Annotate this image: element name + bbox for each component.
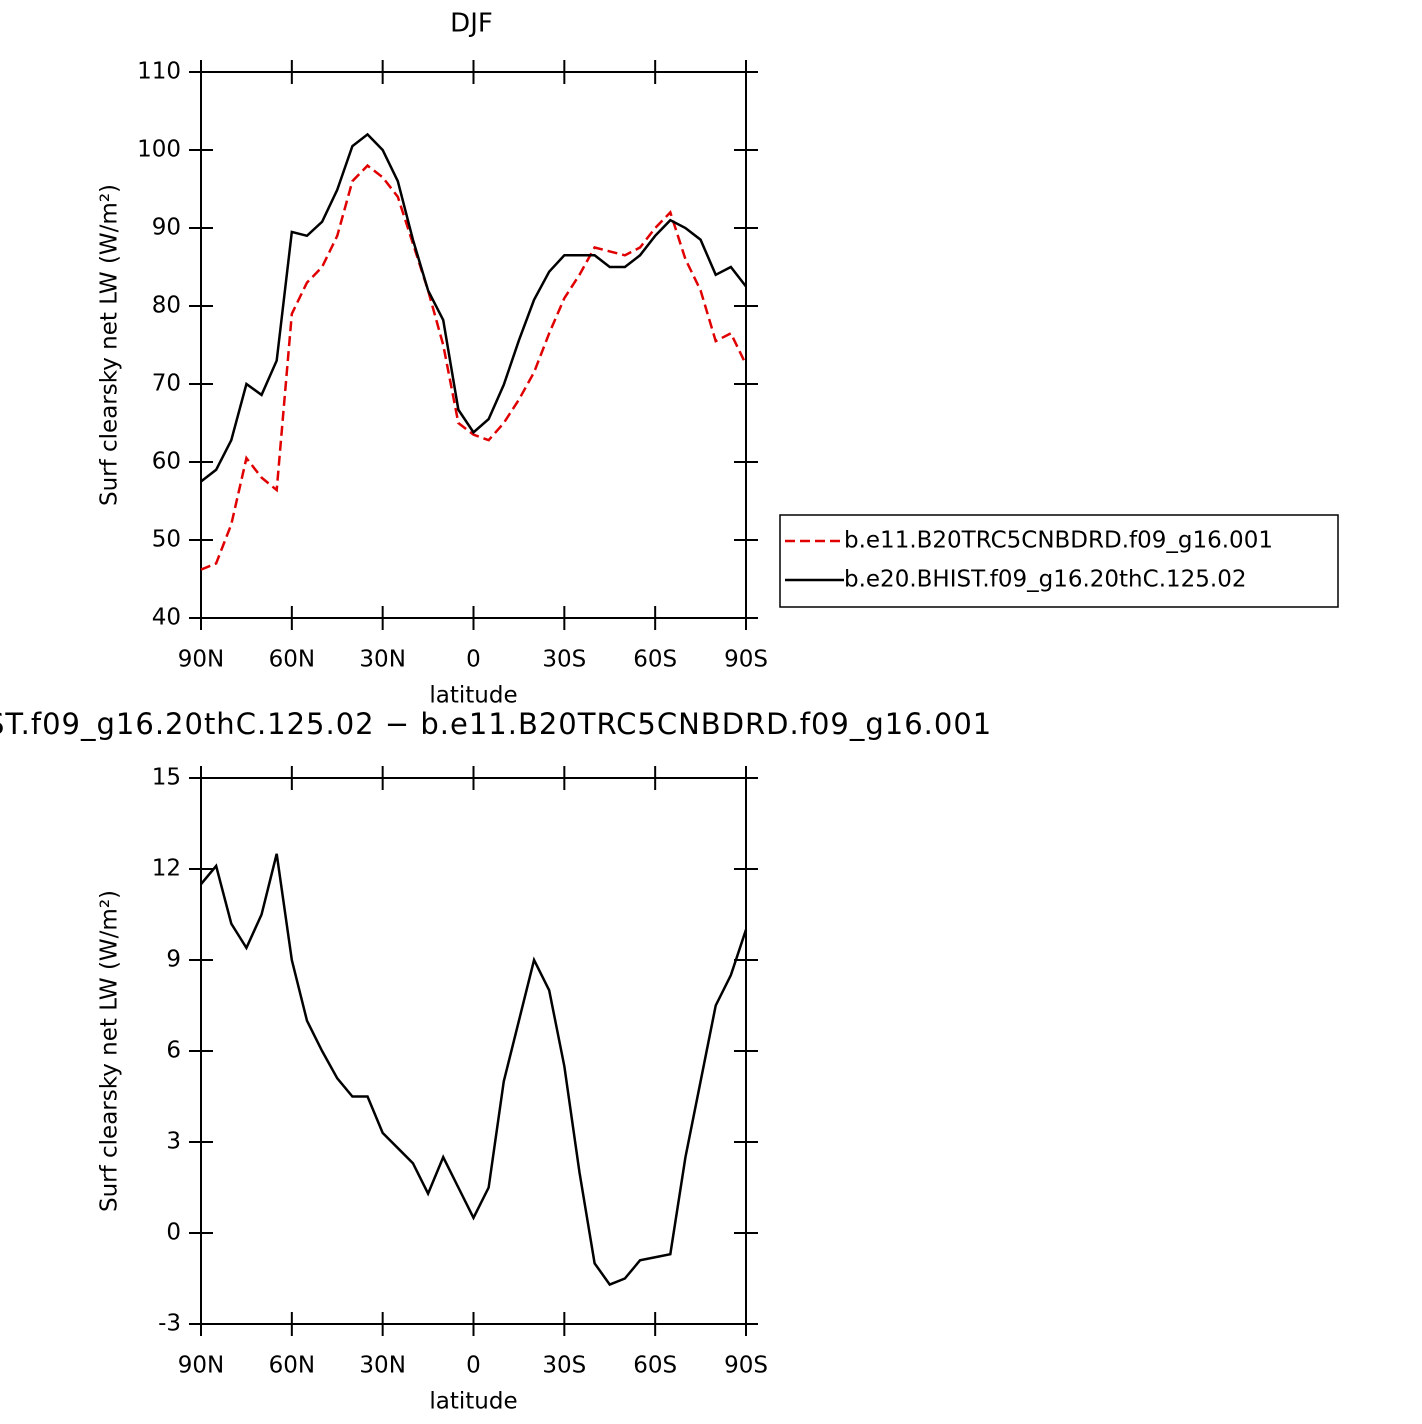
x-tick-label: 90N bbox=[178, 1353, 224, 1379]
y-tick-label: 6 bbox=[166, 1038, 181, 1064]
x-tick-label: 60S bbox=[633, 647, 677, 673]
x-tick-label: 60S bbox=[633, 1353, 677, 1379]
plot-frame bbox=[200, 777, 747, 1325]
y-tick-label: 3 bbox=[166, 1129, 181, 1155]
data-line bbox=[200, 132, 747, 483]
y-tick-label: 15 bbox=[152, 765, 181, 791]
y-tick-label: 40 bbox=[152, 605, 181, 631]
y-axis-label: Surf clearsky net LW (W/m²) bbox=[97, 184, 123, 506]
plot-frame bbox=[200, 71, 747, 619]
x-tick-label: 30N bbox=[359, 1353, 405, 1379]
y-tick-label: -3 bbox=[158, 1311, 181, 1337]
y-tick-label: 0 bbox=[166, 1220, 181, 1246]
x-tick-label: 60N bbox=[269, 1353, 315, 1379]
legend-box bbox=[779, 514, 1339, 608]
data-line bbox=[200, 163, 748, 571]
x-tick-label: 90N bbox=[178, 647, 224, 673]
x-tick-label: 90S bbox=[724, 647, 768, 673]
chart-title: DJF bbox=[450, 9, 493, 39]
x-tick-label: 60N bbox=[269, 647, 315, 673]
y-tick-label: 70 bbox=[152, 371, 181, 397]
x-tick-label: 90S bbox=[724, 1353, 768, 1379]
y-tick-label: 60 bbox=[152, 449, 181, 475]
x-tick-label: 30S bbox=[542, 647, 586, 673]
chart-title: ST.f09_g16.20thC.125.02 − b.e11.B20TRC5C… bbox=[0, 707, 992, 741]
legend-label: b.e11.B20TRC5CNBDRD.f09_g16.001 bbox=[844, 528, 1273, 554]
y-tick-label: 9 bbox=[166, 947, 181, 973]
y-tick-label: 80 bbox=[152, 293, 181, 319]
y-tick-label: 110 bbox=[137, 59, 181, 85]
y-tick-label: 50 bbox=[152, 527, 181, 553]
y-axis-label: Surf clearsky net LW (W/m²) bbox=[97, 890, 123, 1212]
x-tick-label: 30S bbox=[542, 1353, 586, 1379]
x-tick-label: 30N bbox=[359, 647, 405, 673]
data-line bbox=[200, 853, 748, 1287]
x-axis-label: latitude bbox=[429, 1389, 517, 1415]
x-tick-label: 0 bbox=[466, 1353, 481, 1379]
y-tick-label: 100 bbox=[137, 137, 181, 163]
x-axis-label: latitude bbox=[429, 683, 517, 709]
x-tick-label: 0 bbox=[466, 647, 481, 673]
y-tick-label: 12 bbox=[152, 856, 181, 882]
y-tick-label: 90 bbox=[152, 215, 181, 241]
legend-label: b.e20.BHIST.f09_g16.20thC.125.02 bbox=[844, 567, 1246, 593]
